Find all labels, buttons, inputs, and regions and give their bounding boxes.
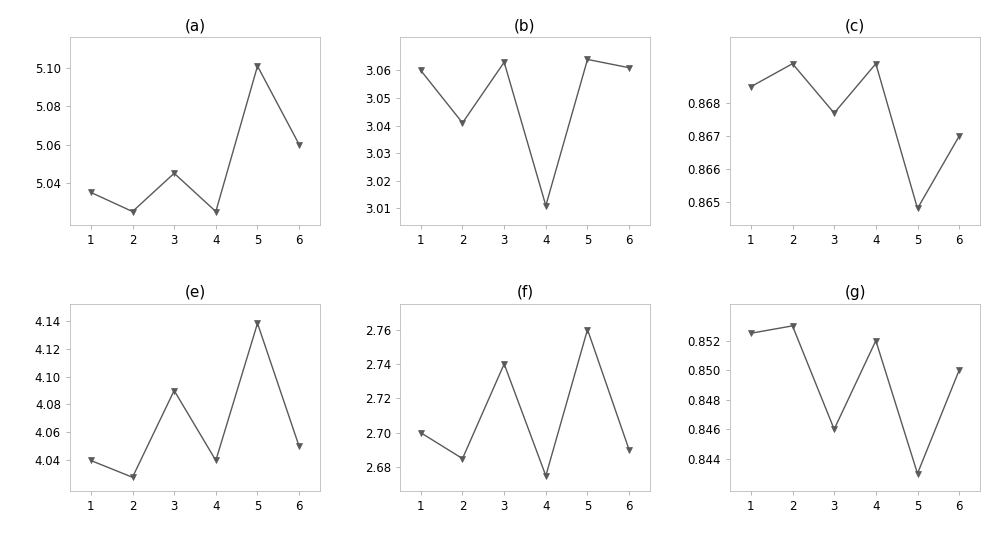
Title: (c): (c) [845,19,865,34]
Title: (e): (e) [184,285,206,300]
Title: (b): (b) [514,19,536,34]
Title: (a): (a) [184,19,206,34]
Title: (g): (g) [844,285,866,300]
Title: (f): (f) [516,285,534,300]
